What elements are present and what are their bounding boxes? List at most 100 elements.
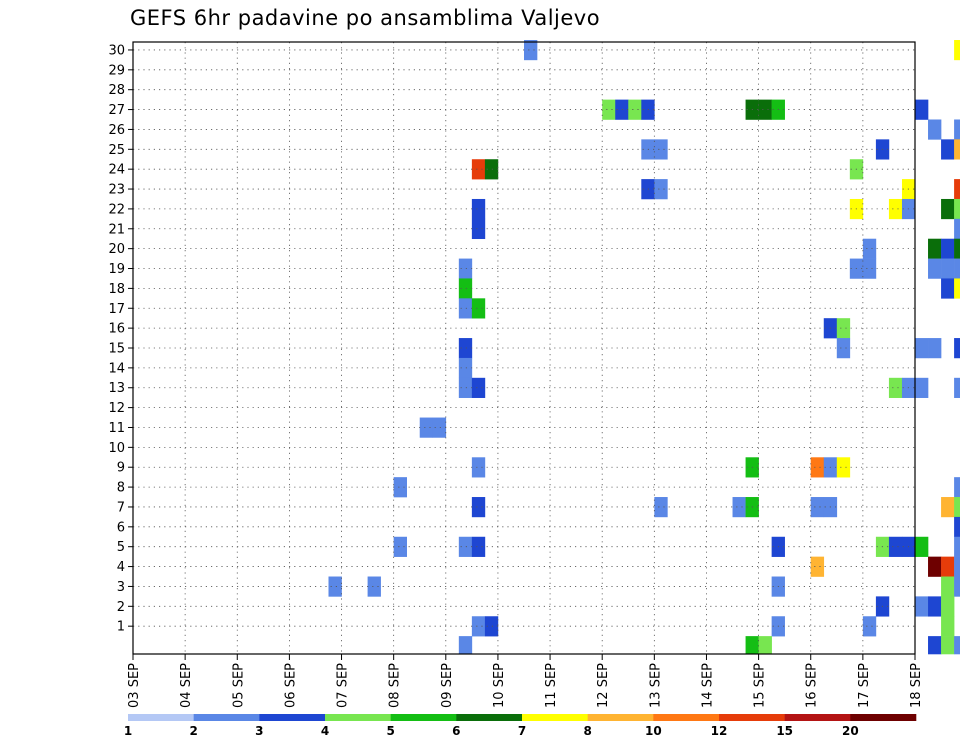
legend-swatch xyxy=(522,714,588,721)
heatmap-cell xyxy=(458,536,473,557)
heatmap-cell xyxy=(458,278,473,299)
x-tick-label: 10 SEP xyxy=(492,663,507,708)
heatmap-cell xyxy=(954,516,960,538)
heatmap-cell xyxy=(732,497,746,518)
heatmap-cell xyxy=(458,298,473,319)
legend-swatch xyxy=(259,714,326,721)
legend-swatch xyxy=(456,714,523,721)
y-axis-ticks: 1234567891011121314151617181920212223242… xyxy=(108,43,133,635)
heatmap-cell xyxy=(458,636,473,655)
y-tick-label: 4 xyxy=(117,560,125,575)
heatmap-cell xyxy=(928,338,942,359)
heatmap-cell xyxy=(954,556,960,577)
legend-label: 12 xyxy=(711,724,728,738)
heatmap-cell xyxy=(928,258,942,279)
y-tick-label: 6 xyxy=(117,520,125,535)
heatmap-cell xyxy=(745,636,759,655)
heatmap-cell xyxy=(954,497,960,518)
heatmap-cell xyxy=(928,556,942,577)
y-tick-label: 13 xyxy=(108,381,125,396)
legend-swatch xyxy=(390,714,457,721)
heatmap-cell xyxy=(915,377,929,398)
heatmap-cell xyxy=(862,258,877,279)
heatmap-cell xyxy=(888,377,903,398)
heatmap-cell xyxy=(471,457,486,478)
y-tick-label: 27 xyxy=(108,103,125,118)
legend-label: 1 xyxy=(124,724,132,738)
legend-label: 15 xyxy=(776,724,793,738)
legend-label: 20 xyxy=(842,724,859,738)
heatmap-cell xyxy=(458,338,473,359)
legend-label: 4 xyxy=(321,724,329,738)
x-tick-label: 07 SEP xyxy=(336,663,351,708)
heatmap-cell xyxy=(862,616,877,637)
heatmap-cell xyxy=(954,278,960,299)
legend-swatch xyxy=(653,714,720,721)
heatmap-cell xyxy=(941,238,955,259)
heatmap-cell xyxy=(941,556,955,577)
heatmap-cell xyxy=(941,497,955,518)
heatmap-cell xyxy=(941,596,955,617)
y-tick-label: 2 xyxy=(117,600,125,615)
y-tick-label: 24 xyxy=(108,163,125,178)
heatmap-cell xyxy=(954,536,960,557)
legend-swatch xyxy=(128,714,194,721)
legend-label: 5 xyxy=(386,724,394,738)
legend-swatch xyxy=(587,714,654,721)
heatmap-cell xyxy=(458,357,473,379)
heatmap-cell xyxy=(941,278,955,299)
heatmap-cell xyxy=(954,576,960,597)
x-tick-label: 17 SEP xyxy=(857,663,872,708)
heatmap-cell xyxy=(836,457,851,478)
heatmap-cell xyxy=(654,497,668,518)
y-tick-label: 9 xyxy=(117,461,125,476)
heatmap-cell xyxy=(954,119,960,140)
legend-swatch xyxy=(850,714,917,721)
legend-label: 3 xyxy=(255,724,263,738)
heatmap-cell xyxy=(471,298,486,319)
y-tick-label: 28 xyxy=(108,83,125,98)
x-tick-label: 09 SEP xyxy=(440,663,455,708)
heatmap-cell xyxy=(602,99,616,120)
heatmap-cell xyxy=(915,596,929,617)
y-tick-label: 7 xyxy=(117,500,125,515)
y-tick-label: 18 xyxy=(108,282,125,297)
heatmap-cell xyxy=(471,377,486,398)
y-tick-label: 30 xyxy=(108,43,125,58)
heatmap-cell xyxy=(836,338,851,359)
y-tick-label: 23 xyxy=(108,183,125,198)
heatmap-cell xyxy=(862,238,877,259)
heatmap-cell xyxy=(954,40,960,61)
heatmap-cell xyxy=(915,99,929,120)
heatmap-cell xyxy=(954,139,960,160)
heatmap-cell xyxy=(928,119,942,140)
heatmap-cell xyxy=(954,218,960,240)
heatmap-cell xyxy=(419,417,434,438)
legend-label: 2 xyxy=(189,724,197,738)
heatmap-cell xyxy=(484,159,499,180)
x-axis-ticks: 03 SEP 04 SEP 05 SEP 06 SEP 07 SEP 08 SEP 09 S… xyxy=(127,654,924,708)
legend-label: 6 xyxy=(452,724,460,738)
chart-title: GEFS 6hr padavine po ansamblima Valjevo xyxy=(130,6,601,30)
heatmap-cell xyxy=(393,477,407,498)
y-tick-label: 25 xyxy=(108,143,125,158)
heatmap-cell xyxy=(471,159,486,180)
y-tick-label: 26 xyxy=(108,123,125,138)
y-tick-label: 17 xyxy=(108,302,125,317)
y-tick-label: 1 xyxy=(117,620,125,635)
heatmap-cell xyxy=(941,139,955,160)
y-tick-label: 12 xyxy=(108,401,125,416)
heatmap-cell xyxy=(928,238,942,259)
heatmap-cell xyxy=(810,497,825,518)
heatmap-cell xyxy=(915,536,929,557)
heatmap-cell xyxy=(471,497,486,518)
heatmap-cell xyxy=(941,258,955,279)
heatmap-cell xyxy=(328,576,342,597)
heatmap-cell xyxy=(810,457,825,478)
heatmap-cell xyxy=(941,198,955,220)
heatmap-cell xyxy=(941,616,955,637)
x-tick-label: 05 SEP xyxy=(231,663,246,708)
heatmap-cell xyxy=(471,198,486,220)
x-tick-label: 06 SEP xyxy=(283,663,298,708)
y-tick-label: 5 xyxy=(117,540,125,555)
